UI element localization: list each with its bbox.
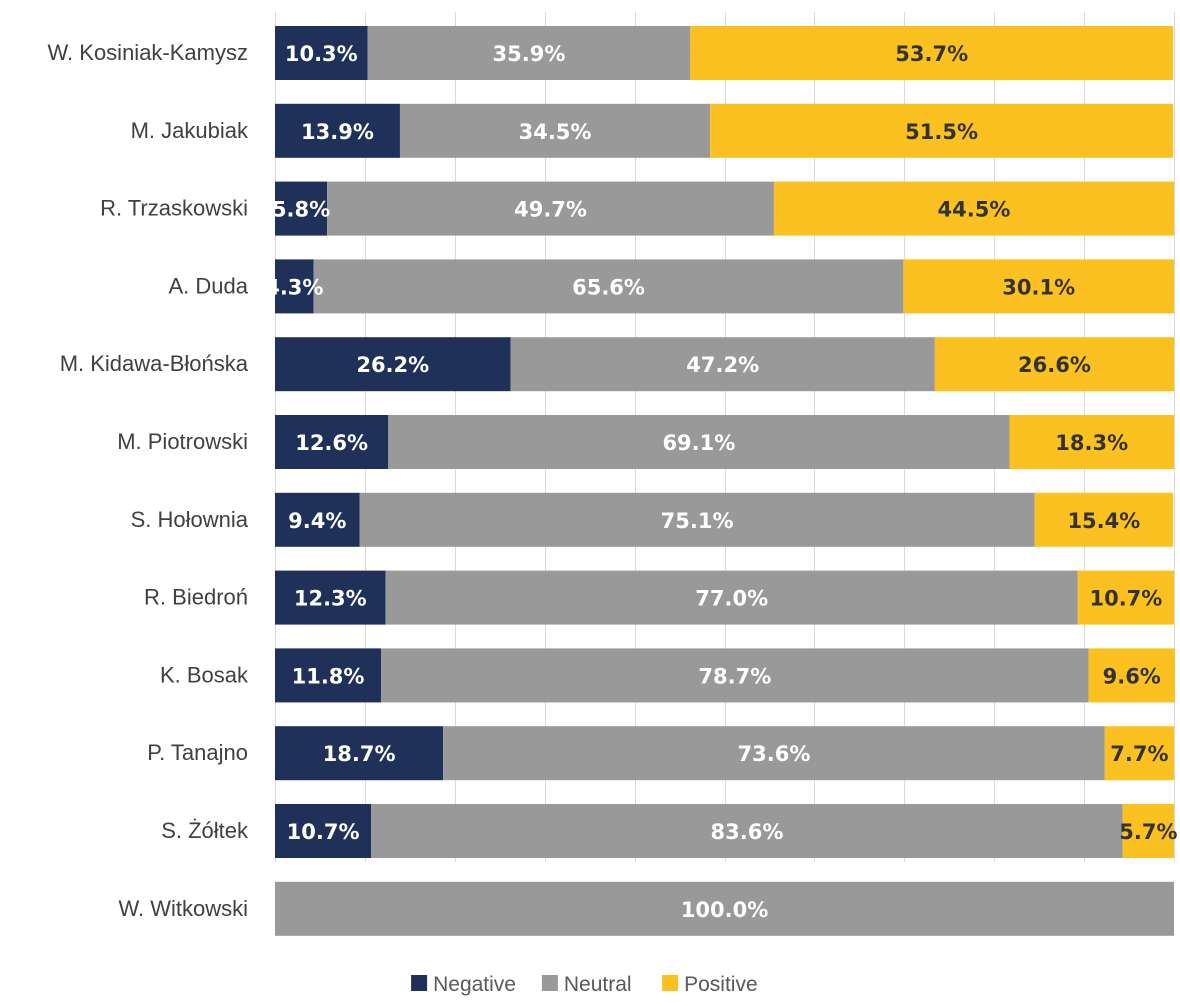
data-label: 49.7%	[514, 198, 587, 222]
category-label: R. Biedroń	[144, 585, 248, 610]
data-label: 44.5%	[938, 198, 1011, 222]
category-label: W. Witkowski	[118, 896, 248, 921]
data-label: 51.5%	[905, 120, 978, 144]
labels-layer: 10.3% 35.9% 53.7% 13.9% 34.5% 51.5% 5.8% 49.7% 4…	[265, 42, 1177, 922]
bar-segment-neutral	[371, 804, 1123, 858]
bar-segment-positive	[1034, 492, 1174, 547]
category-label: A. Duda	[169, 273, 249, 298]
category-label: K. Bosak	[160, 662, 249, 687]
bar-segment-negative	[275, 570, 386, 625]
data-label: 30.1%	[1002, 275, 1075, 299]
bar-segment-positive	[1077, 570, 1174, 625]
category-label: W. Kosiniak-Kamysz	[48, 40, 249, 65]
data-label: 12.3%	[294, 587, 367, 611]
bar-segment-positive	[934, 337, 1174, 392]
bar-segment-positive	[903, 259, 1174, 314]
bar-segment-neutral	[327, 181, 774, 236]
data-label: 75.1%	[661, 509, 734, 533]
bar-segment-negative	[275, 337, 511, 392]
bar-segment-positive	[1088, 648, 1175, 703]
bar-segment-positive	[1122, 804, 1174, 858]
bar-segment-negative	[275, 804, 372, 858]
bar-segment-positive	[1009, 415, 1174, 469]
data-label: 18.3%	[1055, 431, 1128, 455]
bar-segment-negative	[275, 181, 328, 236]
bar-segment-negative	[275, 726, 444, 781]
data-label: 100.0%	[681, 898, 768, 922]
category-label: S. Żółtek	[161, 818, 249, 843]
bar-segment-neutral	[313, 259, 904, 314]
data-label: 10.7%	[1089, 587, 1162, 611]
bar-segment-positive	[710, 103, 1174, 158]
legend-label-positive: Positive	[684, 973, 758, 996]
bar-segment-neutral	[367, 26, 691, 80]
data-label: 47.2%	[686, 353, 759, 377]
data-label: 4.3%	[265, 275, 323, 299]
data-label: 5.8%	[272, 198, 330, 222]
legend-swatch-positive	[662, 975, 679, 991]
category-label: M. Jakubiak	[131, 118, 249, 143]
bar-segment-positive	[690, 26, 1174, 80]
bar-segment-positive	[773, 181, 1174, 236]
data-label: 35.9%	[493, 42, 566, 66]
data-label: 73.6%	[738, 742, 811, 766]
data-label: 53.7%	[895, 42, 968, 66]
category-label: M. Kidawa-Błońska	[60, 351, 249, 376]
legend: Negative Neutral Positive	[411, 973, 758, 996]
data-label: 69.1%	[662, 431, 735, 455]
legend-label-neutral: Neutral	[564, 973, 632, 996]
data-label: 15.4%	[1067, 509, 1140, 533]
bar-segment-neutral	[381, 648, 1089, 703]
data-label: 11.8%	[292, 664, 365, 688]
data-label: 10.7%	[287, 820, 360, 844]
category-label: M. Piotrowski	[117, 429, 248, 454]
bar-segment-positive	[1104, 726, 1174, 781]
bar-segment-negative	[275, 26, 368, 80]
bar-segment-neutral	[385, 570, 1078, 625]
bar-segment-neutral	[443, 726, 1105, 781]
category-label: R. Trzaskowski	[100, 196, 248, 221]
data-label: 7.7%	[1110, 742, 1168, 766]
bar-segment-negative	[275, 415, 389, 469]
bar-segment-neutral	[275, 881, 1174, 936]
data-label: 13.9%	[301, 120, 374, 144]
data-label: 26.6%	[1018, 353, 1091, 377]
data-label: 65.6%	[572, 275, 645, 299]
legend-label-negative: Negative	[433, 973, 516, 996]
data-label: 83.6%	[711, 820, 784, 844]
bar-segment-negative	[275, 492, 360, 547]
data-label: 77.0%	[695, 587, 768, 611]
bar-segment-negative	[275, 648, 382, 703]
legend-swatch-neutral	[541, 975, 558, 991]
data-label: 9.6%	[1103, 664, 1161, 688]
bar-segment-negative	[275, 259, 314, 314]
bar-segment-negative	[275, 103, 400, 158]
data-label: 78.7%	[698, 664, 771, 688]
bars-layer	[275, 26, 1175, 936]
bar-segment-neutral	[359, 492, 1035, 547]
bar-segment-neutral	[510, 337, 935, 392]
data-label: 26.2%	[356, 353, 429, 377]
category-label: P. Tanajno	[147, 740, 248, 765]
data-label: 5.7%	[1119, 820, 1177, 844]
category-label: S. Hołownia	[131, 507, 249, 532]
category-axis: W. Kosiniak-Kamysz M. Jakubiak R. Trzaskow…	[48, 40, 249, 921]
legend-swatch-negative	[411, 975, 428, 991]
data-label: 34.5%	[519, 120, 592, 144]
bar-segment-neutral	[388, 415, 1010, 469]
bar-segment-neutral	[399, 103, 711, 158]
data-label: 18.7%	[323, 742, 396, 766]
data-label: 10.3%	[285, 42, 358, 66]
data-label: 9.4%	[288, 509, 346, 533]
data-label: 12.6%	[295, 431, 368, 455]
